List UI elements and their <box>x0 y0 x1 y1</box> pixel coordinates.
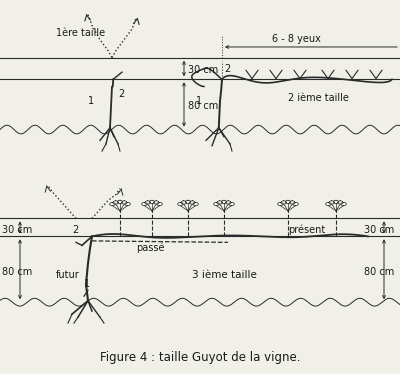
Text: 2: 2 <box>72 226 78 235</box>
Text: 30 cm: 30 cm <box>364 226 394 235</box>
Text: 80 cm: 80 cm <box>364 267 394 277</box>
Text: 80 cm: 80 cm <box>188 101 218 111</box>
Text: 2 ième taille: 2 ième taille <box>288 93 349 103</box>
Text: 30 cm: 30 cm <box>2 226 32 235</box>
Text: 3 ième taille: 3 ième taille <box>192 270 257 280</box>
Text: présent: présent <box>288 225 325 235</box>
Text: futur: futur <box>56 270 80 280</box>
Text: 2: 2 <box>118 89 124 99</box>
Text: 1: 1 <box>84 279 90 289</box>
Text: 1ère taille: 1ère taille <box>56 28 105 38</box>
Text: 80 cm: 80 cm <box>2 267 32 277</box>
Text: Figure 4 : taille Guyot de la vigne.: Figure 4 : taille Guyot de la vigne. <box>100 351 300 364</box>
Text: 6 - 8 yeux: 6 - 8 yeux <box>272 34 321 44</box>
Text: 2: 2 <box>224 64 230 74</box>
Text: 30 cm: 30 cm <box>188 65 218 75</box>
Text: 1: 1 <box>88 96 94 107</box>
Text: 1: 1 <box>196 96 202 107</box>
Text: passé: passé <box>136 243 164 253</box>
